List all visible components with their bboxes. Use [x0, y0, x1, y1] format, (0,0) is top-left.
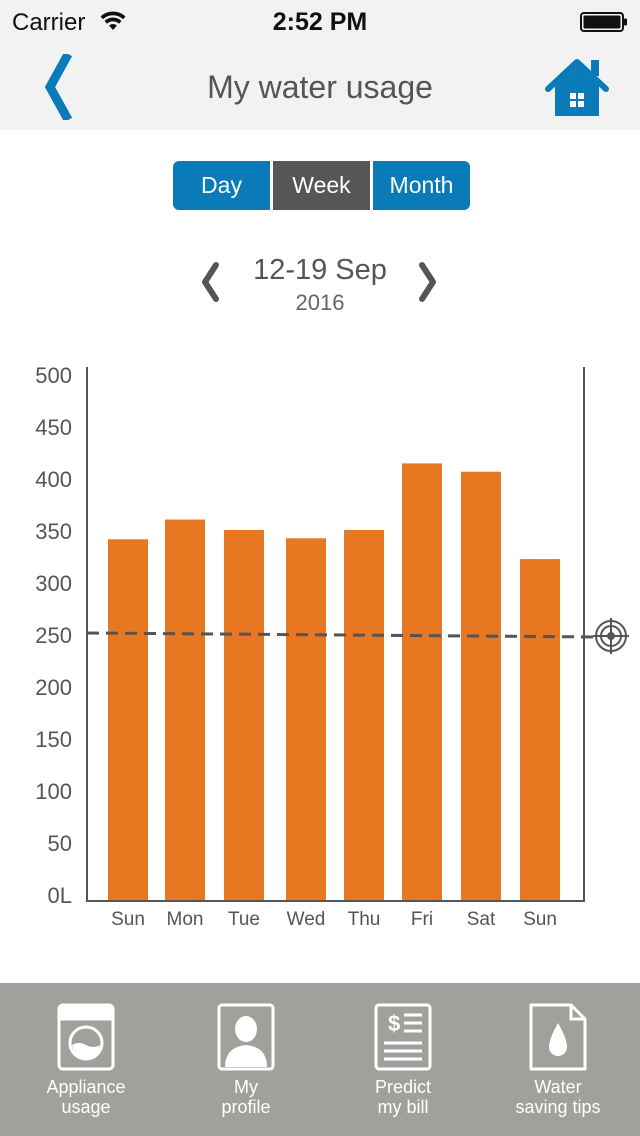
- segment-week[interactable]: Week: [273, 161, 370, 210]
- x-tick-label: Mon: [167, 909, 204, 930]
- x-tick-labels: Sun Mon Tue Wed Thu Fri Sat Sun: [111, 909, 557, 930]
- y-tick-label: 300: [35, 571, 72, 596]
- tab-my-profile[interactable]: My profile: [186, 983, 306, 1136]
- tab-water-saving-tips[interactable]: Water saving tips: [498, 983, 618, 1136]
- x-tick-label: Wed: [287, 909, 326, 930]
- tab-label: Water saving tips: [515, 1077, 601, 1117]
- profile-icon: [217, 1003, 275, 1071]
- back-button[interactable]: [36, 54, 88, 120]
- y-tick-labels: 0L 50 100 150 200 250 300 350 400 450 500: [35, 363, 72, 908]
- y-tick-label: 400: [35, 467, 72, 492]
- tab-label: Predict my bill: [374, 1077, 432, 1117]
- x-tick-label: Sun: [111, 909, 145, 930]
- bar-tue-2[interactable]: [224, 529, 264, 900]
- bars: [108, 463, 560, 900]
- y-tick-label: 50: [48, 831, 72, 856]
- bar-sun-7[interactable]: [520, 559, 560, 900]
- bar-fri-5[interactable]: [402, 463, 442, 900]
- period-segmented-control: Day Week Month: [173, 161, 470, 210]
- bill-icon: $: [374, 1003, 432, 1071]
- y-tick-label: 150: [35, 727, 72, 752]
- water-usage-chart: 0L 50 100 150 200 250 300 350 400 450 500 Sun Mon Tu…: [35, 363, 629, 930]
- bottom-tab-bar: Appliance usage My profile $ Predict my …: [0, 983, 640, 1136]
- water-drop-icon: [529, 1003, 587, 1071]
- y-tick-label: 500: [35, 363, 72, 388]
- tab-predict-bill[interactable]: $ Predict my bill: [343, 983, 463, 1136]
- date-navigator: 12-19 Sep 2016: [0, 250, 640, 320]
- y-tick-label: 450: [35, 415, 72, 440]
- svg-text:$: $: [388, 1011, 400, 1036]
- y-tick-label: 200: [35, 675, 72, 700]
- y-tick-label: 250: [35, 623, 72, 648]
- previous-week-button[interactable]: [196, 260, 226, 304]
- status-bar: Carrier 2:52 PM: [0, 0, 640, 40]
- tab-appliance-usage[interactable]: Appliance usage: [26, 983, 146, 1136]
- washing-machine-icon: [57, 1003, 115, 1071]
- bar-wed-3[interactable]: [286, 538, 326, 900]
- x-tick-label: Thu: [348, 909, 381, 930]
- y-tick-label: 0L: [48, 883, 72, 908]
- next-week-button[interactable]: [412, 260, 442, 304]
- tab-label: My profile: [221, 1077, 271, 1117]
- date-range: 12-19 Sep: [253, 254, 387, 286]
- battery-icon: [580, 12, 627, 32]
- page-title: My water usage: [207, 69, 433, 105]
- status-time: 2:52 PM: [272, 8, 368, 36]
- segment-day[interactable]: Day: [173, 161, 270, 210]
- bar-sun-0[interactable]: [108, 539, 148, 900]
- carrier-label: Carrier: [12, 9, 86, 36]
- tab-label: Appliance usage: [46, 1077, 126, 1117]
- date-year: 2016: [295, 290, 345, 315]
- nav-bar: My water usage: [0, 40, 640, 130]
- x-tick-label: Fri: [411, 909, 433, 930]
- target-icon[interactable]: [593, 618, 629, 654]
- y-tick-label: 350: [35, 519, 72, 544]
- x-tick-label: Tue: [228, 909, 260, 930]
- bar-mon-1[interactable]: [165, 519, 205, 900]
- wifi-icon: [100, 11, 126, 30]
- target-line: [86, 631, 601, 639]
- home-icon[interactable]: [544, 56, 610, 118]
- segment-month[interactable]: Month: [373, 161, 470, 210]
- y-tick-label: 100: [35, 779, 72, 804]
- bar-thu-4[interactable]: [344, 529, 384, 900]
- x-tick-label: Sat: [467, 909, 496, 930]
- bar-sat-6[interactable]: [461, 471, 501, 900]
- x-tick-label: Sun: [523, 909, 557, 930]
